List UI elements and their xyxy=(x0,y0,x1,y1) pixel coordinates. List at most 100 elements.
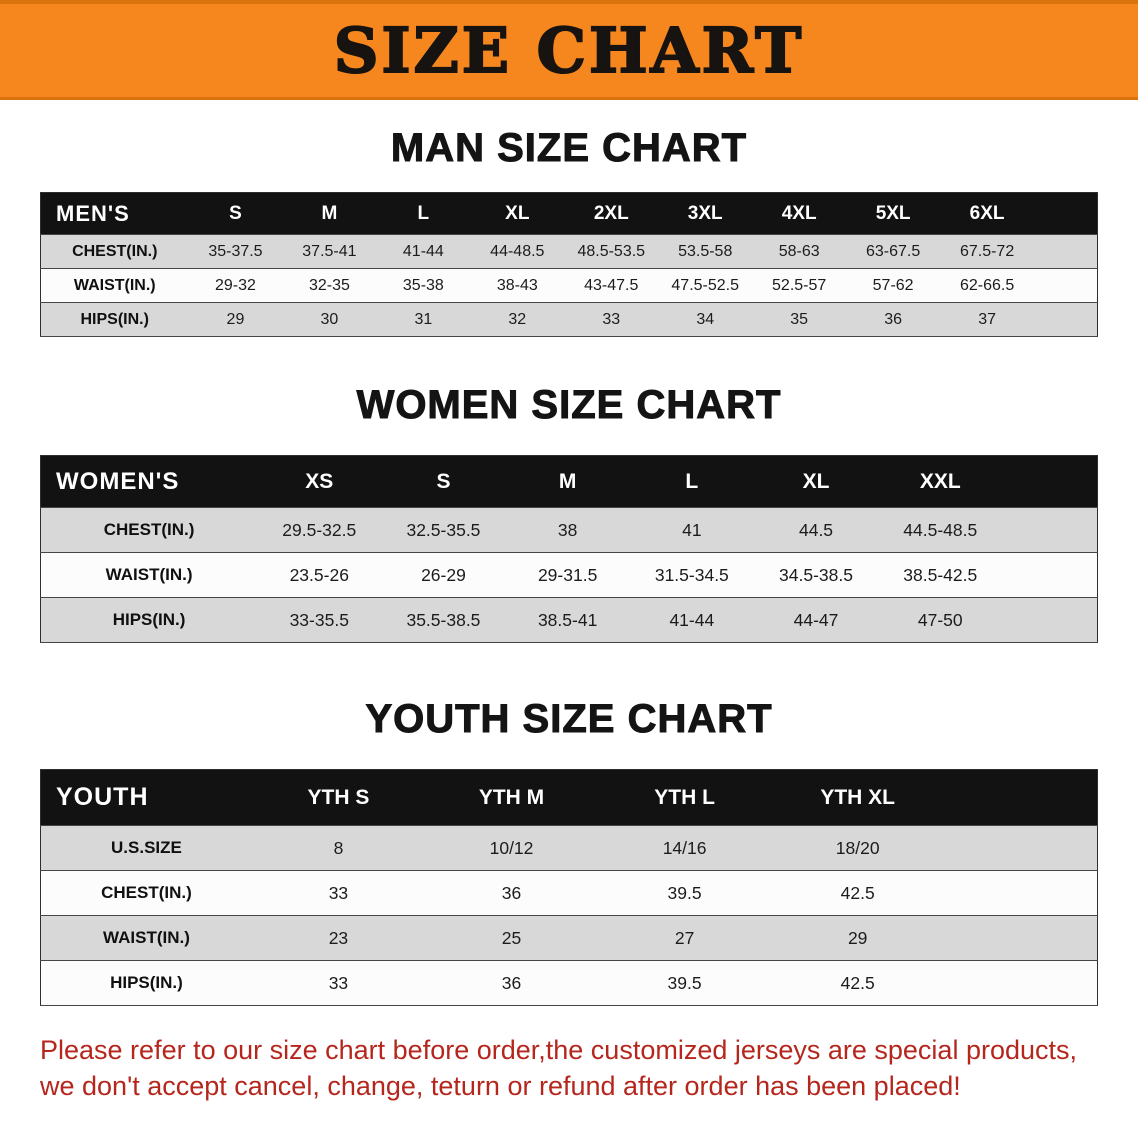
size-value: 47.5-52.5 xyxy=(658,268,753,303)
size-value: 63-67.5 xyxy=(846,234,941,269)
measurement-label: U.S.SIZE xyxy=(40,825,252,871)
men-section: MAN SIZE CHART MEN'S S M L XL 2XL 3XL 4XL 5XL 6XL… xyxy=(0,126,1138,337)
size-column-header: L xyxy=(629,455,754,508)
size-value: 26-29 xyxy=(381,552,506,598)
disclaimer-line-1: Please refer to our size chart before or… xyxy=(40,1035,1078,1065)
size-value: 44.5-48.5 xyxy=(878,507,1003,553)
table-row: WAIST(IN.) 23.5-26 26-29 29-31.5 31.5-34.5 34… xyxy=(40,552,1098,598)
size-value: 39.5 xyxy=(598,960,772,1006)
filler-cell xyxy=(1034,268,1098,303)
table-row: HIPS(IN.) 29 30 31 32 33 34 35 36 37 xyxy=(40,302,1098,337)
filler-cell xyxy=(1034,302,1098,337)
measurement-label: WAIST(IN.) xyxy=(40,268,189,303)
size-column-header: 6XL xyxy=(940,192,1035,235)
size-value: 35-38 xyxy=(376,268,471,303)
filler-cell xyxy=(944,825,1098,871)
size-value: 33 xyxy=(251,960,425,1006)
disclaimer-text: Please refer to our size chart before or… xyxy=(40,1032,1138,1104)
size-value: 42.5 xyxy=(771,870,945,916)
table-row: WAIST(IN.) 23 25 27 29 xyxy=(40,915,1098,961)
size-value: 34 xyxy=(658,302,753,337)
size-value: 32.5-35.5 xyxy=(381,507,506,553)
size-value: 44.5 xyxy=(753,507,879,553)
size-value: 33 xyxy=(251,870,425,916)
size-value: 33-35.5 xyxy=(257,597,382,643)
disclaimer-line-2: we don't accept cancel, change, teturn o… xyxy=(40,1071,961,1101)
size-value: 29-31.5 xyxy=(505,552,630,598)
size-value: 37 xyxy=(940,302,1035,337)
size-value: 36 xyxy=(424,870,599,916)
size-column-header: L xyxy=(376,192,471,235)
table-header-row: YOUTH YTH S YTH M YTH L YTH XL xyxy=(40,769,1098,826)
youth-section: YOUTH SIZE CHART YOUTH YTH S YTH M YTH L YTH… xyxy=(0,697,1138,1006)
size-value: 52.5-57 xyxy=(752,268,847,303)
measurement-label: HIPS(IN.) xyxy=(40,597,258,643)
size-value: 23.5-26 xyxy=(257,552,382,598)
table-header-row: MEN'S S M L XL 2XL 3XL 4XL 5XL 6XL xyxy=(40,192,1098,235)
youth-section-heading: YOUTH SIZE CHART xyxy=(365,697,773,742)
measurement-label: CHEST(IN.) xyxy=(40,870,252,916)
size-value: 33 xyxy=(564,302,659,337)
table-corner-label: MEN'S xyxy=(40,192,189,235)
size-value: 29 xyxy=(188,302,283,337)
size-value: 30 xyxy=(282,302,377,337)
women-section: WOMEN SIZE CHART WOMEN'S XS S M L XL XXL CHEST(… xyxy=(0,383,1138,643)
table-row: WAIST(IN.) 29-32 32-35 35-38 38-43 43-47.5 47.… xyxy=(40,268,1098,303)
youth-size-table: YOUTH YTH S YTH M YTH L YTH XL U.S.SIZE 8 10/12… xyxy=(40,769,1098,1006)
filler-cell xyxy=(944,915,1098,961)
size-value: 25 xyxy=(424,915,599,961)
women-section-heading: WOMEN SIZE CHART xyxy=(356,383,782,428)
filler-cell xyxy=(944,870,1098,916)
size-column-header: S xyxy=(188,192,283,235)
size-value: 38-43 xyxy=(470,268,565,303)
size-value: 27 xyxy=(598,915,772,961)
table-corner-label: WOMEN'S xyxy=(40,455,258,508)
size-column-header: 2XL xyxy=(564,192,659,235)
size-value: 62-66.5 xyxy=(940,268,1035,303)
filler-cell xyxy=(1002,552,1098,598)
measurement-label: WAIST(IN.) xyxy=(40,552,258,598)
table-row: U.S.SIZE 8 10/12 14/16 18/20 xyxy=(40,825,1098,871)
size-value: 44-48.5 xyxy=(470,234,565,269)
table-row: CHEST(IN.) 29.5-32.5 32.5-35.5 38 41 44.5 44.5… xyxy=(40,507,1098,553)
size-chart-banner: SIZE CHART xyxy=(0,0,1138,100)
size-value: 38.5-42.5 xyxy=(878,552,1003,598)
size-column-header: M xyxy=(505,455,630,508)
men-section-heading: MAN SIZE CHART xyxy=(390,126,748,171)
table-corner-label: YOUTH xyxy=(40,769,252,826)
measurement-label: CHEST(IN.) xyxy=(40,234,189,269)
filler-cell xyxy=(944,960,1098,1006)
size-value: 31.5-34.5 xyxy=(629,552,754,598)
size-value: 36 xyxy=(424,960,599,1006)
table-row: CHEST(IN.) 35-37.5 37.5-41 41-44 44-48.5 48.5… xyxy=(40,234,1098,269)
size-value: 38.5-41 xyxy=(505,597,630,643)
size-value: 42.5 xyxy=(771,960,945,1006)
filler-cell xyxy=(1002,597,1098,643)
size-value: 57-62 xyxy=(846,268,941,303)
filler-cell xyxy=(1002,455,1098,508)
size-value: 18/20 xyxy=(771,825,945,871)
size-column-header: XS xyxy=(257,455,382,508)
size-column-header: XL xyxy=(470,192,565,235)
size-value: 31 xyxy=(376,302,471,337)
size-value: 29 xyxy=(771,915,945,961)
size-column-header: 5XL xyxy=(846,192,941,235)
size-column-header: YTH S xyxy=(251,769,425,826)
size-value: 37.5-41 xyxy=(282,234,377,269)
size-value: 58-63 xyxy=(752,234,847,269)
measurement-label: HIPS(IN.) xyxy=(40,960,252,1006)
size-column-header: XL xyxy=(753,455,879,508)
size-column-header: 4XL xyxy=(752,192,847,235)
size-value: 43-47.5 xyxy=(564,268,659,303)
women-size-table: WOMEN'S XS S M L XL XXL CHEST(IN.) 29.5-32.5 32.5… xyxy=(40,455,1098,643)
size-value: 53.5-58 xyxy=(658,234,753,269)
size-value: 34.5-38.5 xyxy=(753,552,879,598)
size-value: 41-44 xyxy=(629,597,754,643)
banner-title: SIZE CHART xyxy=(333,13,805,87)
size-column-header: M xyxy=(282,192,377,235)
size-column-header: 3XL xyxy=(658,192,753,235)
size-column-header: YTH M xyxy=(424,769,599,826)
size-column-header: S xyxy=(381,455,506,508)
size-column-header: YTH XL xyxy=(771,769,945,826)
